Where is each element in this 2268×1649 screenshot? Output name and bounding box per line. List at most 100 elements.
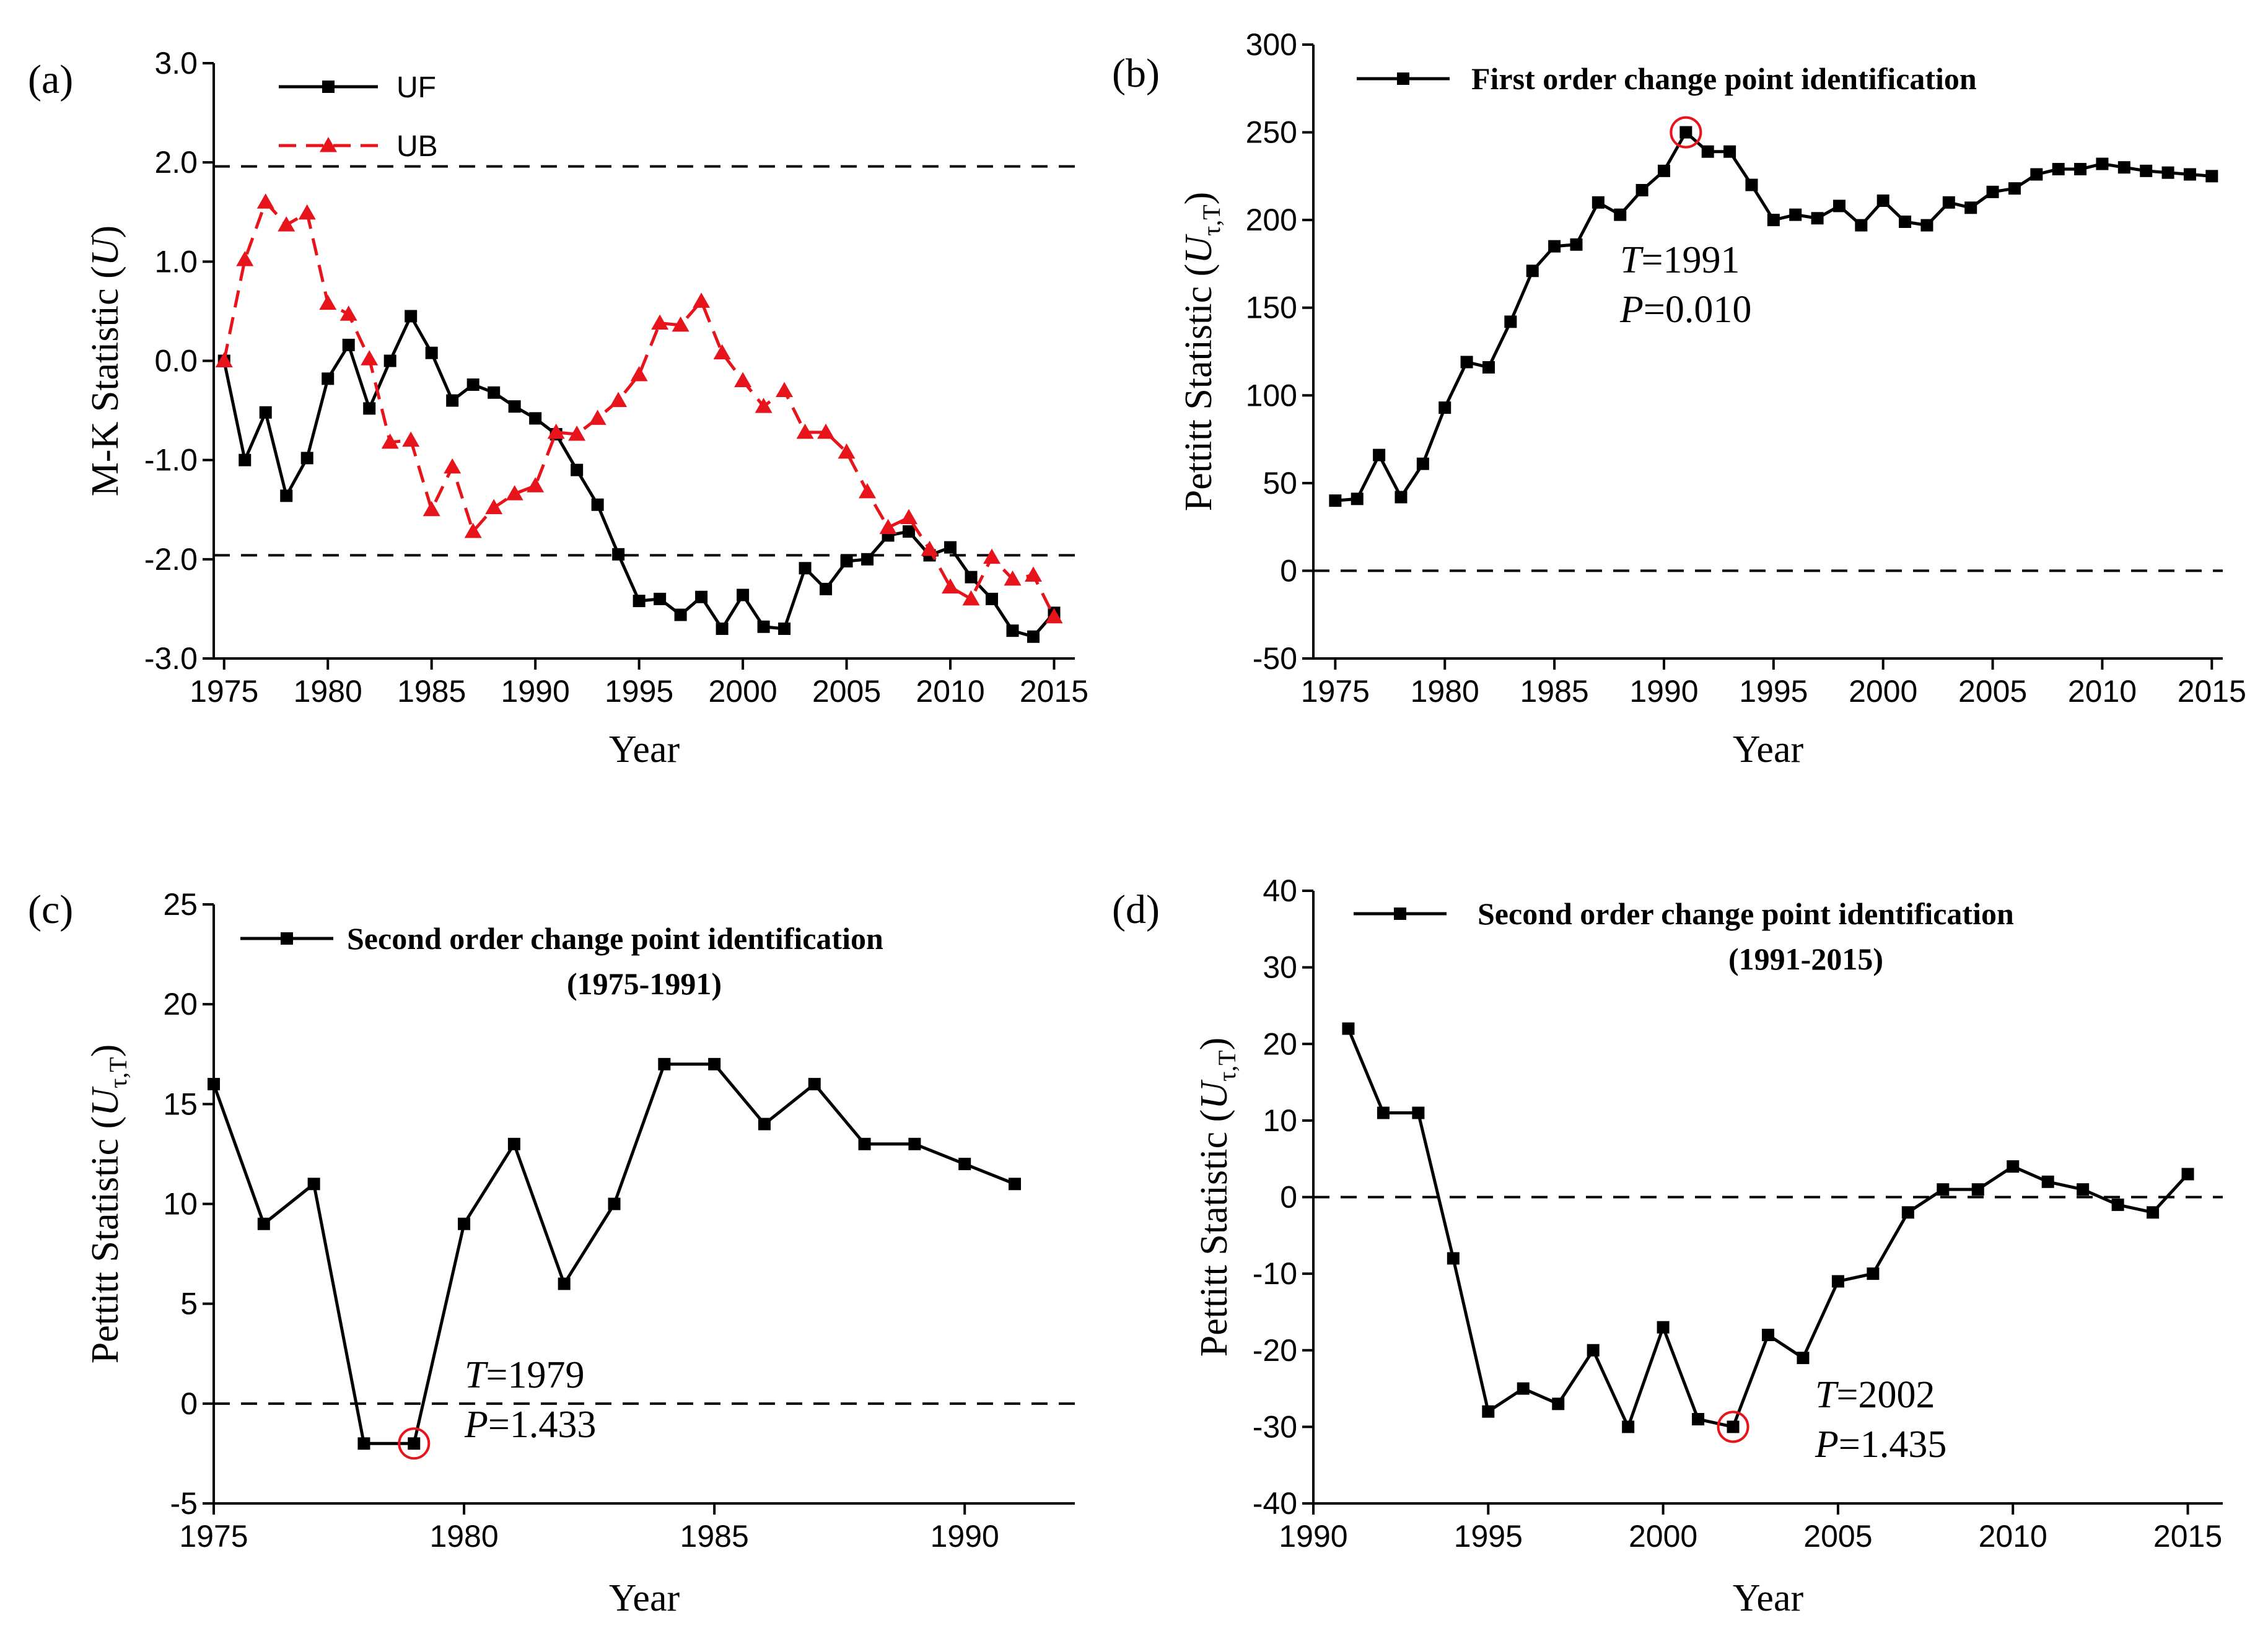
x-tick-label: 1975: [1301, 674, 1370, 709]
legend-label: Second order change point identification: [347, 921, 883, 956]
y-axis-title: M-K Statistic (U): [84, 225, 126, 496]
y-axis-title-var: U: [1193, 1079, 1235, 1109]
data-point-series: [908, 1137, 921, 1150]
data-point-series: [2041, 1175, 2054, 1188]
y-axis-title: Pettitt Statistic (Uτ,T): [1178, 192, 1225, 512]
data-point-series: [1937, 1183, 1950, 1196]
data-point-series: [408, 1437, 421, 1450]
legend-label-uf: UF: [396, 71, 436, 104]
y-tick-label: 100: [1246, 378, 1297, 413]
y-tick-label: 0: [1280, 553, 1297, 588]
data-point-series: [1727, 1420, 1740, 1433]
data-point-ub: [1025, 566, 1043, 582]
panel-label: (b): [1112, 51, 1160, 96]
x-tick-label: 1980: [429, 1519, 498, 1554]
annotation-t-label: T: [1620, 239, 1644, 281]
data-point-series: [357, 1437, 370, 1450]
data-point-series: [1517, 1382, 1530, 1395]
data-point-uf: [322, 372, 335, 385]
data-point-ub: [776, 382, 794, 398]
legend-marker: [281, 932, 293, 945]
x-tick-label: 2000: [1629, 1519, 1697, 1554]
data-point-ub: [672, 316, 690, 332]
data-point-series: [1587, 1344, 1600, 1357]
data-point-ub: [942, 578, 960, 594]
y-tick-label: 150: [1246, 291, 1297, 325]
data-point-ub: [651, 314, 669, 330]
annotation-t: T=1991: [1620, 239, 1740, 281]
data-point-uf: [965, 571, 978, 584]
annotation-p-value: =1.435: [1839, 1424, 1946, 1466]
data-point-series: [1767, 214, 1780, 227]
y-axis-title-text: M-K Statistic (: [84, 266, 126, 496]
y-tick-label: 20: [1263, 1026, 1297, 1061]
data-point-ub: [278, 216, 296, 232]
x-tick-label: 1985: [680, 1519, 749, 1554]
data-point-ub: [755, 398, 773, 413]
y-tick-label: -40: [1253, 1486, 1297, 1521]
x-tick-label: 2010: [2068, 674, 2137, 709]
data-point-series: [1964, 201, 1977, 214]
data-point-series: [307, 1178, 320, 1191]
data-point-ub: [568, 426, 586, 441]
data-point-series: [758, 1118, 771, 1131]
x-tick-label: 1975: [179, 1519, 248, 1554]
data-point-series: [1745, 178, 1758, 191]
legend-marker: [1397, 72, 1409, 85]
data-point-series: [507, 1137, 520, 1150]
y-tick-label: 250: [1246, 115, 1297, 150]
y-tick-label: -10: [1253, 1256, 1297, 1291]
annotation-p-label: P: [1815, 1424, 1839, 1466]
data-point-series: [1504, 315, 1517, 328]
x-tick-label: 2010: [1979, 1519, 2047, 1554]
y-tick-label: 0: [1280, 1180, 1297, 1215]
y-axis-title-text: ): [84, 1044, 126, 1057]
data-point-uf: [737, 588, 750, 601]
data-point-ub: [381, 433, 399, 449]
y-axis-title-subscript: τ,T: [1197, 204, 1225, 236]
data-point-series: [708, 1057, 721, 1070]
data-point-series: [1811, 212, 1824, 225]
y-tick-label: 3.0: [154, 46, 198, 81]
y-tick-label: -1.0: [144, 443, 198, 478]
legend-marker: [1394, 908, 1406, 920]
data-point-series: [1377, 1106, 1390, 1119]
series-line-series: [1347, 1028, 2189, 1428]
panel-label: (a): [28, 57, 73, 102]
y-tick-label: 0.0: [154, 344, 198, 378]
data-point-uf: [405, 310, 418, 323]
annotation-p: P=1.435: [1815, 1424, 1946, 1466]
data-point-series: [2140, 164, 2153, 177]
data-point-series: [1329, 494, 1342, 507]
data-point-ub: [547, 423, 565, 439]
y-tick-label: 5: [180, 1287, 198, 1321]
y-axis-title-text: Pettitt Statistic (: [84, 1116, 126, 1364]
y-tick-label: 1.0: [154, 244, 198, 279]
data-point-series: [1009, 1178, 1022, 1191]
legend-marker-ub: [320, 137, 337, 152]
data-point-uf: [840, 555, 853, 568]
panel-d: (d) -40 -30 -20 -10 0 10 20 30 40 1990 1995 2000 2005…: [1112, 873, 2223, 1619]
data-point-series: [1855, 219, 1868, 232]
y-tick-label: -20: [1253, 1333, 1297, 1368]
data-point-ub: [256, 193, 274, 209]
annotation-t-value: =1979: [486, 1354, 584, 1396]
data-point-ub: [693, 292, 711, 308]
data-point-uf: [446, 394, 459, 407]
data-point-series: [1395, 491, 1408, 504]
data-point-series: [608, 1197, 621, 1210]
legend-label: First order change point identification: [1471, 61, 1977, 96]
annotation-t-label: T: [465, 1354, 489, 1396]
data-point-uf: [280, 489, 293, 502]
annotation-p-value: =0.010: [1644, 289, 1751, 331]
legend-label: Second order change point identification: [1478, 896, 2014, 931]
data-point-ub: [713, 344, 731, 360]
data-point-series: [1412, 1106, 1425, 1119]
y-tick-label: -5: [170, 1486, 198, 1521]
data-point-series: [558, 1277, 571, 1290]
y-tick-label: 25: [163, 887, 198, 922]
y-tick-label: -3.0: [144, 641, 198, 676]
change-point-circle: [1670, 116, 1702, 149]
data-point-series: [1679, 126, 1692, 139]
data-point-series: [2181, 1168, 2194, 1181]
